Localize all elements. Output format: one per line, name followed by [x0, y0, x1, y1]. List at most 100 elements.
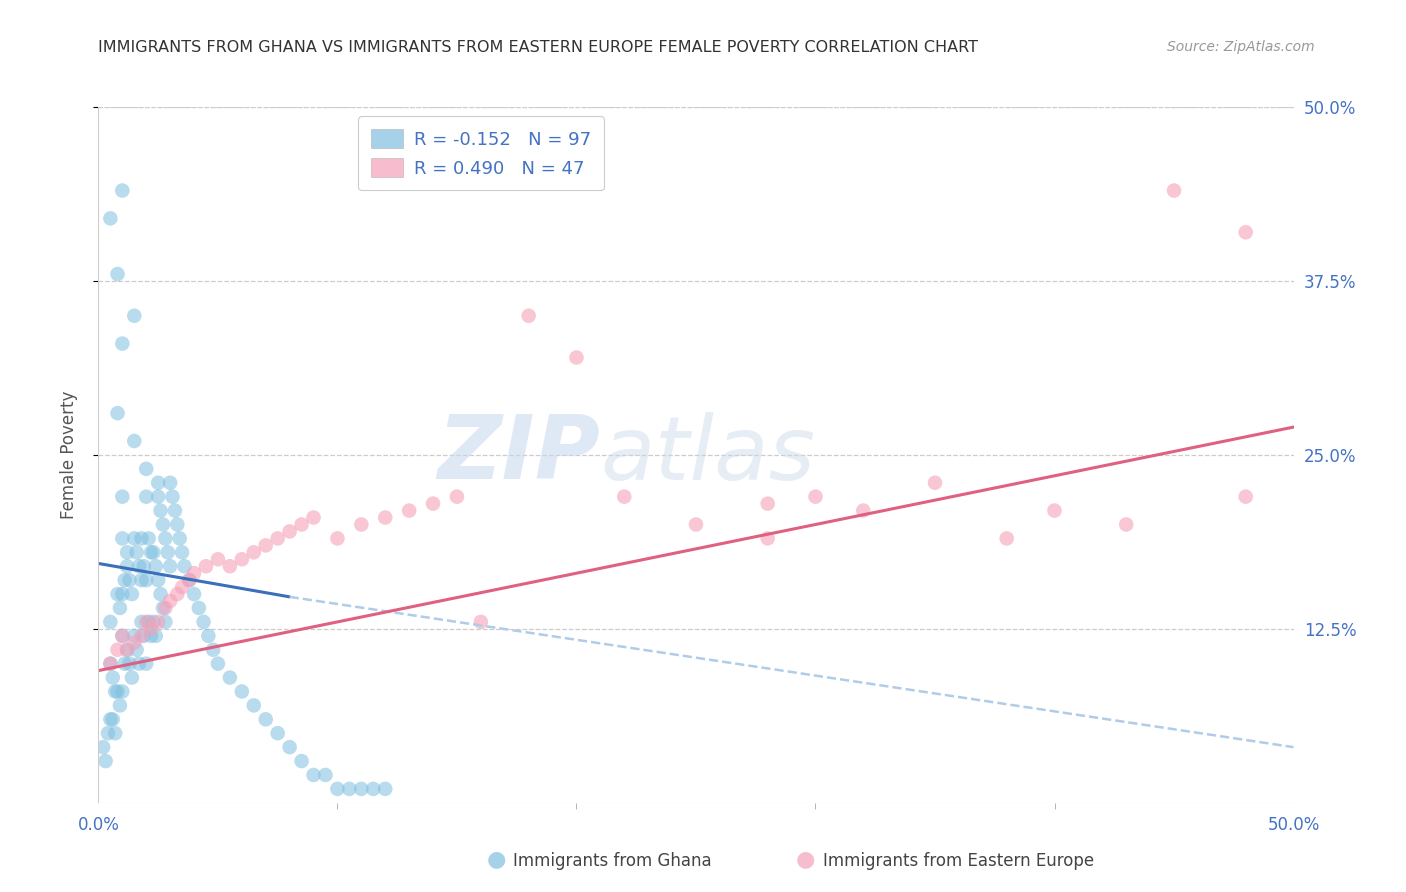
Point [131, 629, 153, 643]
Point [267, 726, 290, 740]
Point [398, 503, 420, 517]
Text: atlas: atlas [600, 412, 815, 498]
Point [98, 657, 122, 671]
Point [291, 754, 314, 768]
Point [148, 475, 170, 490]
Point [219, 559, 242, 574]
Point [302, 510, 325, 524]
Point [107, 406, 129, 420]
Point [267, 532, 290, 546]
Point [98, 657, 122, 671]
Point [159, 475, 181, 490]
Point [124, 532, 146, 546]
Point [565, 351, 588, 365]
Point [115, 545, 138, 559]
Point [108, 698, 131, 713]
Point [152, 517, 174, 532]
Point [326, 532, 349, 546]
Point [149, 587, 172, 601]
Point [128, 559, 150, 574]
Point [613, 490, 636, 504]
Point [1163, 184, 1185, 198]
Point [315, 768, 337, 782]
Point [1115, 517, 1137, 532]
Point [149, 503, 172, 517]
Point [195, 559, 218, 574]
Point [107, 642, 129, 657]
Point [145, 629, 167, 643]
Point [924, 475, 946, 490]
Point [124, 629, 146, 643]
Text: ●: ● [486, 850, 506, 870]
Point [121, 671, 143, 685]
Point [1043, 503, 1066, 517]
Point [166, 587, 188, 601]
Point [995, 532, 1018, 546]
Point [350, 781, 373, 796]
Point [115, 642, 138, 657]
Legend: R = -0.152   N = 97, R = 0.490   N = 47: R = -0.152 N = 97, R = 0.490 N = 47 [359, 116, 603, 190]
Point [111, 184, 134, 198]
Point [101, 712, 124, 726]
Point [111, 684, 134, 698]
Point [107, 684, 129, 698]
Point [163, 503, 186, 517]
Point [97, 726, 120, 740]
Point [183, 566, 205, 581]
Text: Source: ZipAtlas.com: Source: ZipAtlas.com [1167, 40, 1315, 54]
Point [187, 601, 209, 615]
Point [135, 573, 157, 587]
Point [173, 559, 195, 574]
Point [172, 545, 194, 559]
Point [135, 490, 157, 504]
Point [254, 712, 277, 726]
Point [142, 615, 165, 629]
Point [138, 615, 160, 629]
Point [98, 615, 122, 629]
Point [291, 517, 314, 532]
Point [94, 754, 117, 768]
Point [350, 517, 373, 532]
Point [207, 552, 229, 566]
Point [685, 517, 707, 532]
Point [111, 629, 134, 643]
Point [135, 462, 157, 476]
Point [169, 532, 191, 546]
Point [115, 642, 138, 657]
Point [118, 657, 141, 671]
Point [139, 622, 162, 636]
Point [197, 629, 219, 643]
Point [804, 490, 827, 504]
Point [231, 552, 253, 566]
Point [243, 545, 266, 559]
Point [115, 559, 138, 574]
Text: Immigrants from Ghana: Immigrants from Ghana [513, 852, 711, 870]
Point [91, 740, 114, 755]
Point [132, 629, 155, 643]
Point [139, 629, 162, 643]
Point [135, 615, 157, 629]
Point [470, 615, 492, 629]
Point [107, 267, 129, 281]
Text: ZIP: ZIP [437, 411, 600, 499]
Point [111, 629, 134, 643]
Point [517, 309, 540, 323]
Point [254, 538, 277, 552]
Y-axis label: Female Poverty: Female Poverty [59, 391, 77, 519]
Text: ●: ● [796, 850, 815, 870]
Point [131, 532, 153, 546]
Text: IMMIGRANTS FROM GHANA VS IMMIGRANTS FROM EASTERN EUROPE FEMALE POVERTY CORRELATI: IMMIGRANTS FROM GHANA VS IMMIGRANTS FROM… [98, 40, 979, 55]
Point [108, 601, 131, 615]
Point [138, 532, 160, 546]
Point [118, 573, 141, 587]
Point [128, 657, 150, 671]
Point [179, 573, 201, 587]
Point [243, 698, 266, 713]
Point [139, 545, 162, 559]
Point [107, 587, 129, 601]
Point [124, 434, 146, 448]
Point [231, 684, 253, 698]
Point [142, 545, 165, 559]
Text: Immigrants from Eastern Europe: Immigrants from Eastern Europe [823, 852, 1094, 870]
Point [111, 336, 134, 351]
